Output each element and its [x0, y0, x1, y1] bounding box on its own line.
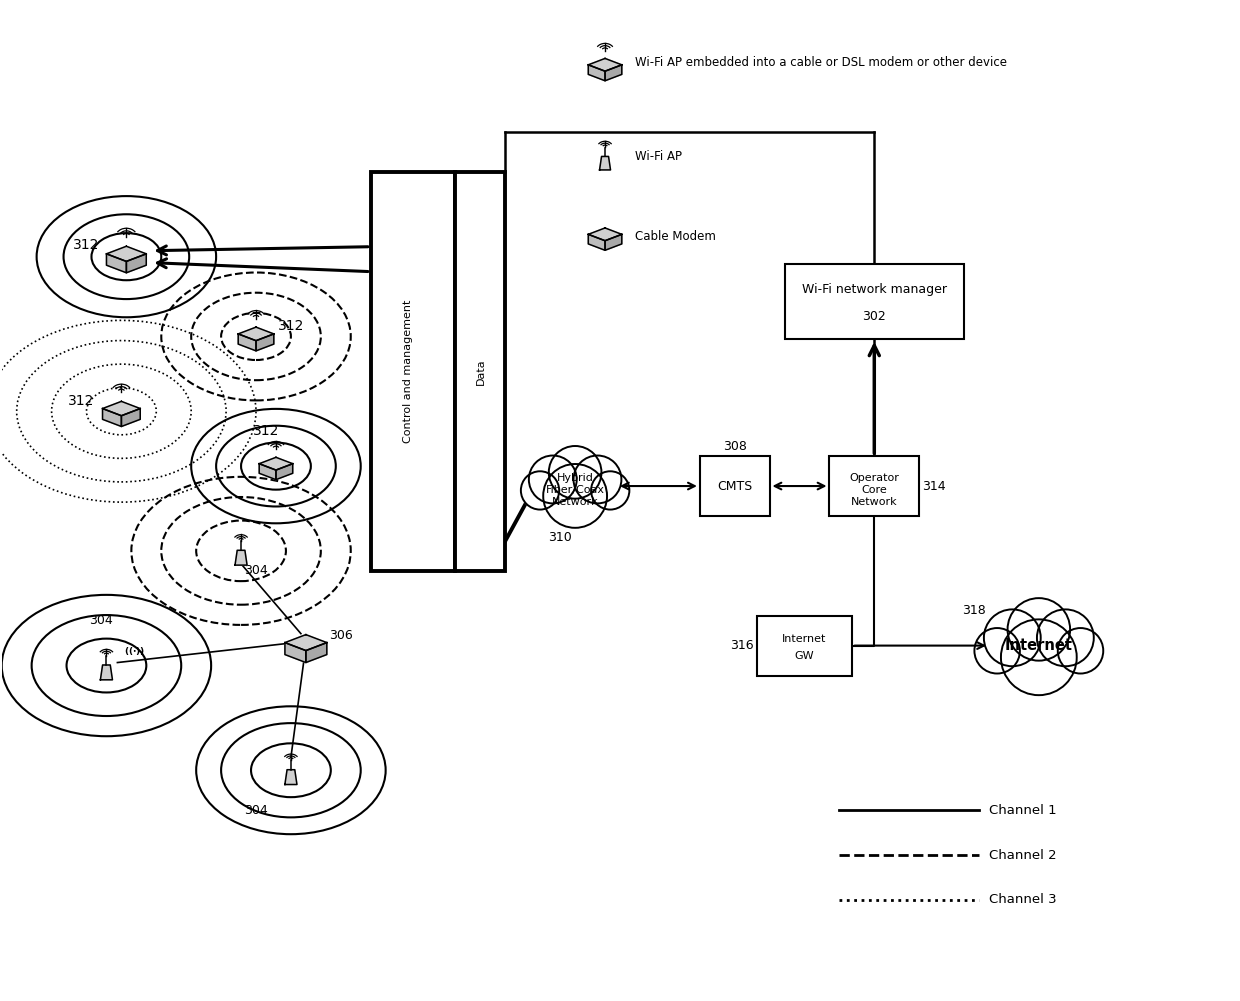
Circle shape — [1037, 610, 1094, 667]
Text: 316: 316 — [730, 639, 754, 652]
Polygon shape — [285, 770, 296, 785]
Circle shape — [521, 471, 559, 510]
Text: 302: 302 — [862, 310, 887, 323]
Text: Network: Network — [851, 496, 898, 507]
Text: 306: 306 — [329, 629, 352, 642]
Polygon shape — [285, 643, 306, 663]
Circle shape — [1008, 599, 1070, 661]
Text: Channel 3: Channel 3 — [990, 893, 1056, 906]
Text: Network: Network — [552, 496, 599, 507]
Polygon shape — [259, 457, 293, 470]
Text: 312: 312 — [253, 424, 279, 438]
Polygon shape — [122, 408, 140, 426]
Text: Data: Data — [475, 358, 485, 384]
Polygon shape — [600, 156, 610, 170]
Polygon shape — [103, 408, 122, 426]
Text: Cable Modem: Cable Modem — [635, 230, 715, 243]
Bar — [455, 172, 506, 571]
Text: 318: 318 — [962, 605, 986, 618]
Text: GW: GW — [795, 651, 815, 661]
Text: 314: 314 — [923, 479, 946, 492]
Text: 308: 308 — [723, 439, 746, 452]
Text: 304: 304 — [244, 565, 268, 578]
Bar — [371, 172, 455, 571]
Text: 304: 304 — [89, 615, 113, 628]
Polygon shape — [588, 65, 605, 81]
Text: CMTS: CMTS — [717, 479, 753, 492]
Circle shape — [549, 446, 601, 498]
Text: 304: 304 — [244, 804, 268, 817]
Polygon shape — [238, 334, 255, 351]
Bar — [830, 456, 919, 516]
Text: Internet: Internet — [1004, 638, 1073, 653]
Polygon shape — [588, 228, 621, 240]
Circle shape — [1058, 628, 1104, 674]
Polygon shape — [238, 327, 274, 340]
Polygon shape — [100, 665, 113, 680]
Bar — [758, 616, 852, 676]
Text: Core: Core — [862, 485, 887, 495]
Polygon shape — [605, 234, 621, 250]
Polygon shape — [285, 635, 327, 651]
Text: Operator: Operator — [849, 473, 899, 483]
Circle shape — [574, 455, 621, 504]
Circle shape — [975, 628, 1019, 674]
Polygon shape — [236, 551, 247, 566]
Text: 312: 312 — [278, 319, 304, 333]
Polygon shape — [103, 401, 140, 415]
Bar — [699, 456, 770, 516]
Circle shape — [1001, 620, 1076, 695]
Polygon shape — [306, 643, 327, 663]
Text: 312: 312 — [68, 394, 94, 408]
Text: Hybrid: Hybrid — [557, 473, 594, 483]
Polygon shape — [107, 254, 126, 273]
Text: 312: 312 — [73, 237, 99, 251]
Circle shape — [591, 471, 630, 510]
Text: Wi-Fi AP: Wi-Fi AP — [635, 150, 682, 163]
Text: Channel 2: Channel 2 — [990, 849, 1056, 862]
Polygon shape — [588, 58, 621, 71]
Circle shape — [528, 455, 577, 504]
Polygon shape — [255, 334, 274, 351]
Polygon shape — [259, 463, 277, 479]
Text: 310: 310 — [548, 532, 572, 545]
Text: Wi-Fi AP embedded into a cable or DSL modem or other device: Wi-Fi AP embedded into a cable or DSL mo… — [635, 56, 1007, 69]
Text: Channel 1: Channel 1 — [990, 804, 1056, 817]
Text: Wi-Fi network manager: Wi-Fi network manager — [802, 283, 947, 296]
Bar — [785, 264, 963, 339]
Polygon shape — [107, 246, 146, 261]
Text: $\bf{((\cdot))}$: $\bf{((\cdot))}$ — [124, 645, 145, 657]
Polygon shape — [126, 254, 146, 273]
Text: Internet: Internet — [782, 634, 827, 644]
Polygon shape — [605, 65, 621, 81]
Circle shape — [983, 610, 1040, 667]
Text: Fiber/Coax: Fiber/Coax — [546, 485, 605, 495]
Circle shape — [543, 464, 608, 528]
Text: Control and management: Control and management — [403, 299, 413, 443]
Polygon shape — [588, 234, 605, 250]
Polygon shape — [277, 463, 293, 479]
